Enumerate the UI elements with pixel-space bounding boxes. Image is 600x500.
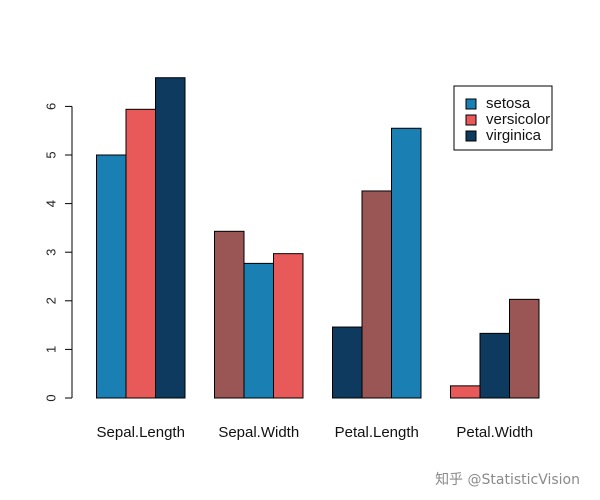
x-category-label: Sepal.Width (218, 424, 299, 441)
y-tick-label: 2 (43, 297, 58, 304)
x-category-label: Petal.Width (456, 424, 533, 441)
bar (243, 262, 274, 399)
legend-label: versicolor (486, 111, 550, 128)
bar (155, 77, 186, 399)
y-tick-label: 5 (43, 151, 58, 158)
legend-swatch (465, 114, 477, 126)
watermark-text: 知乎 @StatisticVision (435, 471, 580, 488)
legend-label: virginica (486, 127, 542, 144)
y-tick-label: 6 (43, 103, 58, 110)
y-tick-label: 1 (43, 346, 58, 353)
legend-swatch (465, 130, 477, 142)
legend-label: setosa (486, 95, 531, 112)
bar (450, 385, 481, 399)
x-category-label: Petal.Length (335, 424, 419, 441)
bar (332, 326, 363, 399)
bar (214, 230, 245, 399)
y-tick-label: 4 (43, 200, 58, 207)
bar (509, 298, 540, 399)
bar (391, 127, 422, 399)
legend-swatch (465, 98, 477, 110)
x-category-label: Sepal.Length (97, 424, 185, 441)
y-tick-label: 0 (43, 394, 58, 401)
y-tick-label: 3 (43, 249, 58, 256)
bar (125, 108, 156, 399)
bar (96, 154, 127, 399)
bar (479, 332, 510, 399)
x-axis-labels: Sepal.Length Sepal.Width Petal.Length Petal… (97, 424, 534, 441)
bar (273, 253, 304, 399)
y-axis: 0 1 2 3 4 5 6 (43, 103, 73, 402)
bars (96, 77, 540, 399)
bar (361, 190, 392, 399)
